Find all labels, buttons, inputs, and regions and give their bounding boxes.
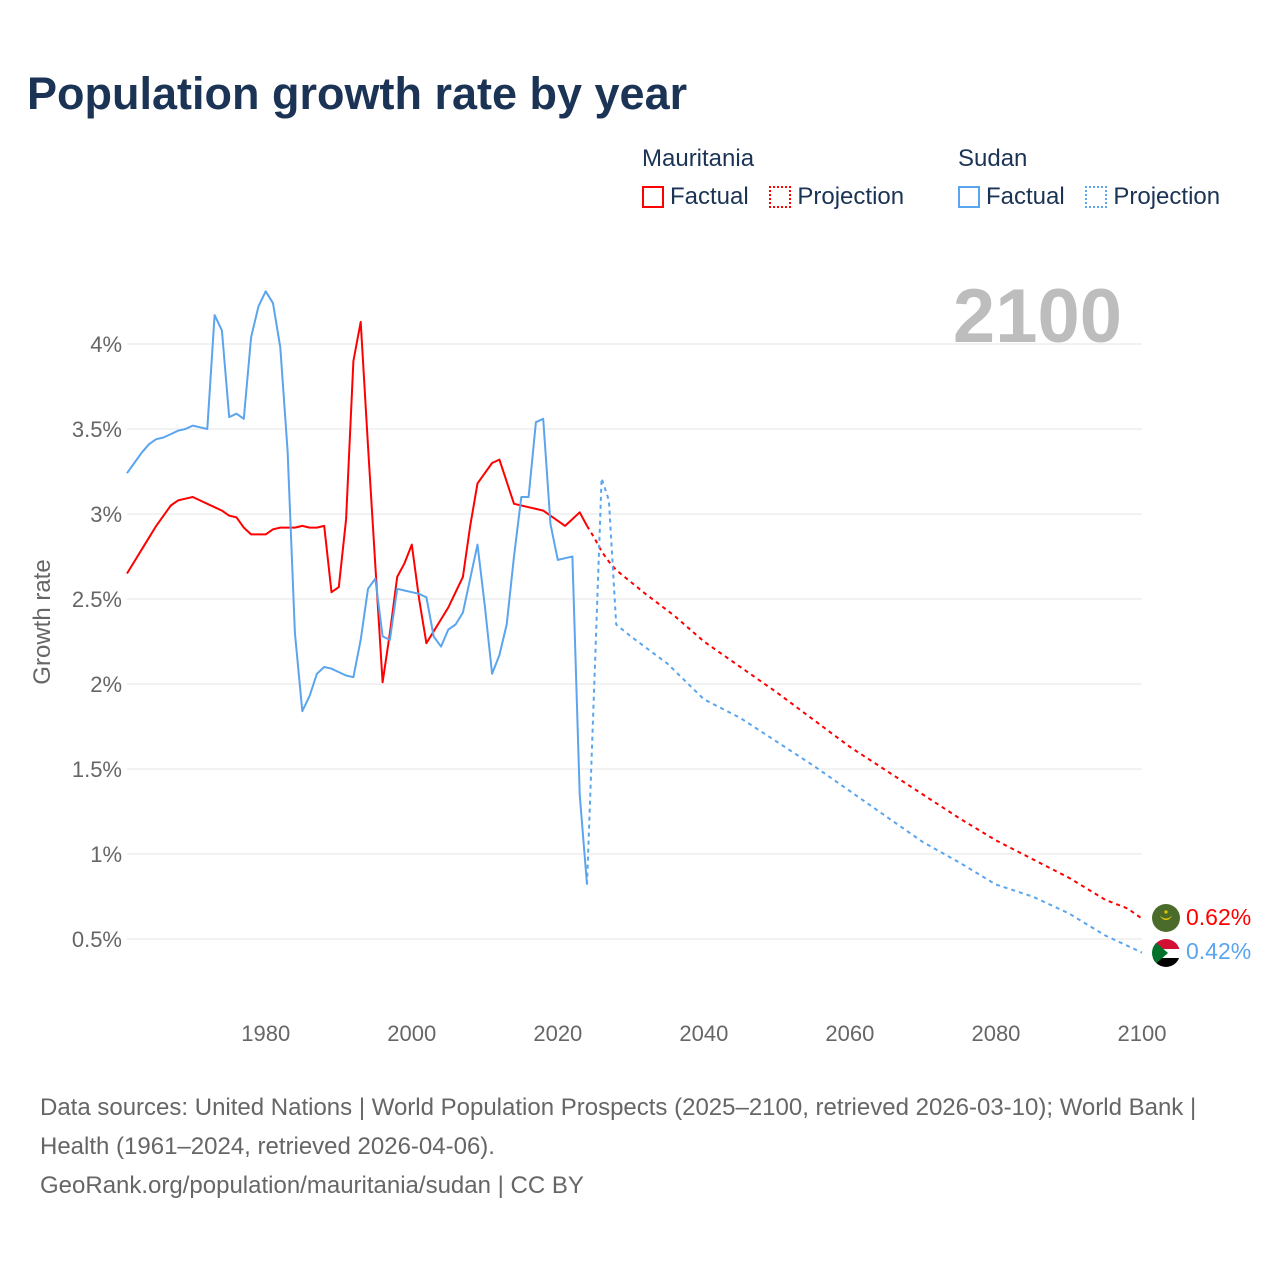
- legend-label: Projection: [1113, 183, 1221, 210]
- dotted-swatch-icon: [769, 186, 792, 208]
- mauritania-end-label: 0.62%: [1186, 904, 1251, 930]
- x-tick-label: 2020: [533, 1021, 582, 1046]
- chart-title: Population growth rate by year: [27, 68, 688, 119]
- mauritania-factual-line: [126, 320, 588, 684]
- legend-sudan: Sudan Factual Projection: [958, 145, 1234, 215]
- legend-country: Sudan: [958, 145, 1028, 172]
- credit-link[interactable]: GeoRank.org/population/mauritania/sudan …: [40, 1172, 584, 1199]
- legend-label: Projection: [797, 183, 905, 210]
- sudan-end-label: 0.42%: [1186, 938, 1251, 964]
- y-tick-label: 4%: [90, 332, 122, 357]
- solid-swatch-icon: [958, 186, 980, 208]
- legend-mauritania: Mauritania Factual Projection: [642, 145, 918, 215]
- y-tick-label: 3%: [90, 502, 122, 527]
- sudan-factual-line: [126, 290, 588, 885]
- x-tick-label: 2040: [679, 1021, 728, 1046]
- footer: Data sources: United Nations | World Pop…: [40, 1088, 1240, 1205]
- x-tick-label: 2060: [825, 1021, 874, 1046]
- legend-item-projection[interactable]: Projection: [769, 183, 904, 211]
- y-tick-label: 2%: [90, 672, 122, 697]
- x-tick-label: 2080: [971, 1021, 1020, 1046]
- x-tick-label: 2100: [1118, 1021, 1167, 1046]
- sudan-projection-line: [586, 477, 1143, 954]
- mauritania-projection-line: [586, 525, 1143, 920]
- y-tick-label: 3.5%: [72, 417, 122, 442]
- year-indicator: 2100: [953, 274, 1122, 359]
- legend-item-factual[interactable]: Factual: [642, 183, 749, 211]
- x-tick-label: 1980: [241, 1021, 290, 1046]
- y-tick-label: 1%: [90, 842, 122, 867]
- y-tick-label: 2.5%: [72, 587, 122, 612]
- legend-item-factual[interactable]: Factual: [958, 183, 1065, 211]
- y-tick-label: 0.5%: [72, 927, 122, 952]
- legend-item-projection[interactable]: Projection: [1085, 183, 1220, 211]
- y-axis-label: Growth rate: [29, 559, 56, 684]
- legend-label: Factual: [986, 183, 1065, 210]
- y-tick-label: 1.5%: [72, 757, 122, 782]
- x-tick-label: 2000: [387, 1021, 436, 1046]
- solid-swatch-icon: [642, 186, 664, 208]
- mauritania-flag-icon: [1152, 904, 1180, 932]
- dotted-swatch-icon: [1085, 186, 1108, 208]
- sudan-flag-icon: [1152, 939, 1180, 967]
- data-sources: Data sources: United Nations | World Pop…: [40, 1094, 1197, 1160]
- legend-country: Mauritania: [642, 145, 755, 172]
- legend-label: Factual: [670, 183, 749, 210]
